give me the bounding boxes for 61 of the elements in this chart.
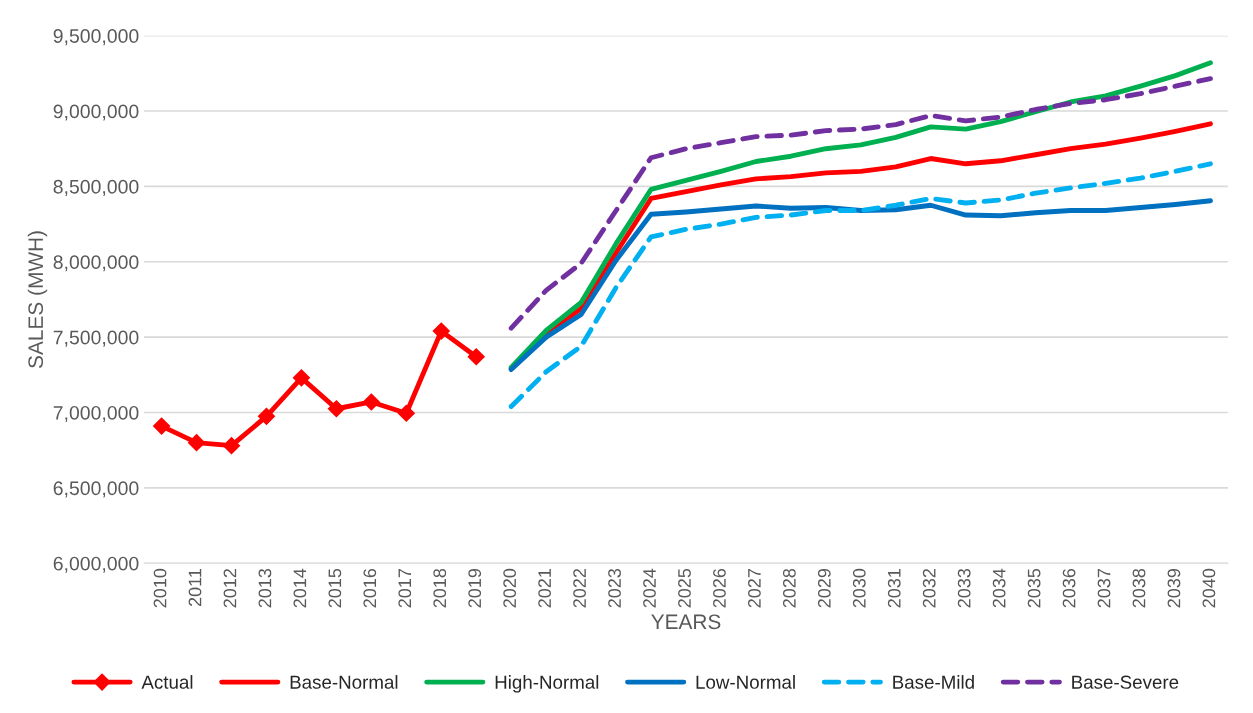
x-tick-label: 2032 [922,569,936,608]
x-tick-label: 2014 [293,568,307,608]
legend-label: Base-Normal [290,675,398,689]
x-tick-label: 2031 [887,569,901,608]
y-tick-label: 7,000,000 [53,405,139,423]
x-tick-label: 2033 [957,568,971,608]
line-series [508,198,1213,372]
x-tick-label: 2022 [573,569,586,608]
point [153,417,171,435]
x-tick-label: 2013 [258,568,272,608]
point [292,369,310,387]
point [362,393,380,411]
line-series [508,60,1213,370]
point [187,434,206,452]
legend-label: Base-Mild [893,675,974,689]
x-tick-label: 2026 [713,568,726,608]
x-tick-label: 2036 [1062,568,1076,608]
x-tick-label: 2021 [538,569,552,608]
x-tick-label: 2015 [328,568,342,608]
y-tick-label: 9,000,000 [53,104,139,121]
legend-label: Actual [141,675,193,689]
point [397,404,415,422]
point [257,407,276,425]
x-tick-label: 2019 [468,568,482,608]
line-series [508,161,1213,409]
y-axis-title: SALES (MWH) [27,231,48,368]
point [327,400,345,418]
legend-label: Low-Normal [696,675,795,689]
point [467,348,485,366]
x-tick-label: 2024 [643,568,656,608]
x-tick-label: 2017 [398,569,412,608]
x-tick-label: 2040 [1202,568,1216,608]
y-tick-label: 6,000,000 [53,556,139,573]
x-axis-title: YEARS [651,614,721,630]
x-tick-label: 2020 [503,568,517,608]
point [432,322,450,340]
y-tick-label: 7,500,000 [53,330,139,347]
y-tick-label: 6,500,000 [53,481,139,498]
legend-label: Base-Severe [1072,675,1179,689]
x-tick-label: 2038 [1132,568,1146,608]
x-tick-label: 2034 [992,568,1006,608]
x-tick-label: 2012 [223,569,237,608]
x-tick-label: 2030 [852,568,866,608]
x-tick-label: 2039 [1167,568,1181,608]
line-series [508,76,1213,331]
x-tick-label: 2027 [748,569,761,608]
y-tick-label: 8,000,000 [53,255,139,272]
y-tick-label: 8,500,000 [53,179,139,196]
y-tick-label: 9,500,000 [53,29,139,46]
x-tick-label: 2035 [1027,568,1041,608]
point [222,437,241,455]
x-tick-label: 2029 [817,568,831,608]
x-tick-label: 2025 [678,568,691,608]
legend-label: High-Normal [495,675,599,693]
x-tick-label: 2018 [433,568,447,608]
x-tick-label: 2011 [188,569,202,607]
x-tick-label: 2037 [1097,569,1111,608]
x-tick-label: 2023 [608,568,621,608]
x-tick-label: 2028 [782,568,796,608]
x-tick-label: 2016 [363,568,377,608]
x-tick-label: 2010 [153,568,167,608]
